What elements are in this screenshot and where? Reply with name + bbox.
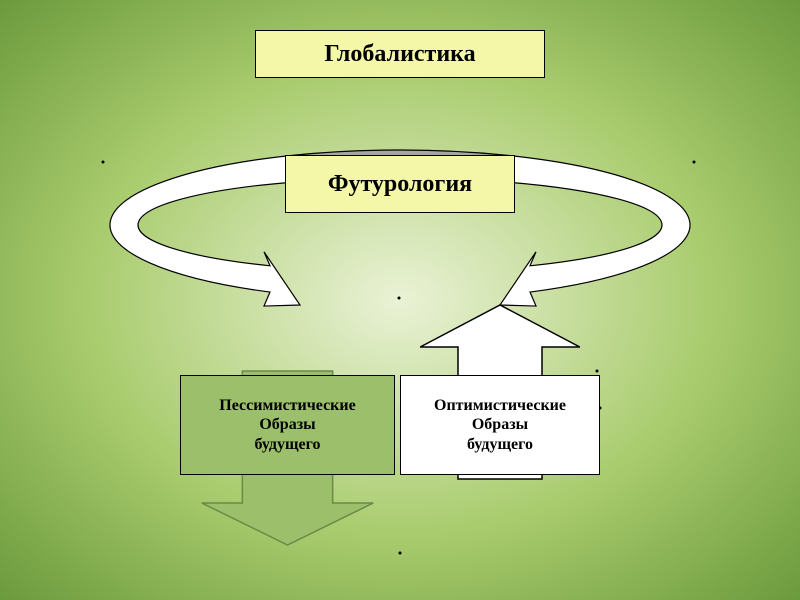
diagram-stage: Глобалистика Футурология Пессимистически… <box>0 0 800 600</box>
box-center: Футурология <box>285 155 515 213</box>
bullet-dot-0 <box>102 161 105 164</box>
bullet-dot-1 <box>693 161 696 164</box>
box-title-text: Глобалистика <box>324 40 475 69</box>
box-right-optimistic: ОптимистическиеОбразыбудущего <box>400 375 600 475</box>
box-left-text: ПессимистическиеОбразыбудущего <box>219 396 355 454</box>
box-title: Глобалистика <box>255 30 545 78</box>
bullet-dot-3 <box>596 370 599 373</box>
bullet-dot-5 <box>399 552 402 555</box>
box-left-pessimistic: ПессимистическиеОбразыбудущего <box>180 375 395 475</box>
bullet-dot-2 <box>398 297 401 300</box>
box-center-text: Футурология <box>328 170 472 199</box>
cycle-arrow-right <box>500 156 690 306</box>
shapes-layer <box>0 0 800 600</box>
cycle-arrow-left <box>110 156 300 306</box>
box-right-text: ОптимистическиеОбразыбудущего <box>434 396 566 454</box>
